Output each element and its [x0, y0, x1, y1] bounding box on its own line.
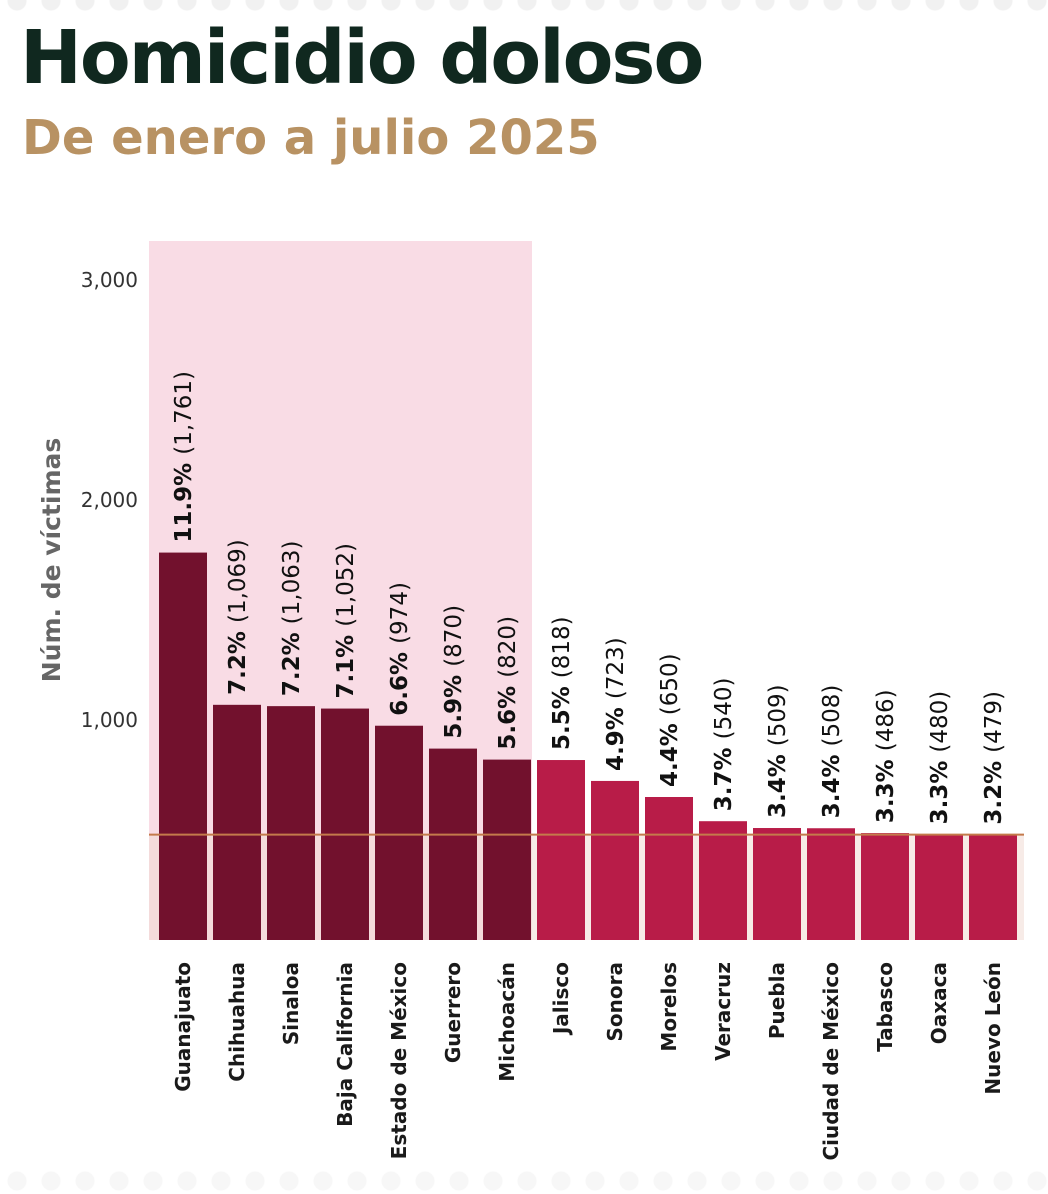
- percent-label: 6.6%: [387, 644, 413, 716]
- y-tick-label: 1,000: [81, 708, 138, 732]
- count-label: (486): [873, 689, 899, 751]
- bar: [861, 833, 909, 940]
- percent-label: 11.9%: [171, 455, 197, 543]
- data-label: 7.1% (1,052): [333, 543, 359, 699]
- percent-label: 7.2%: [279, 624, 305, 696]
- count-label: (818): [549, 616, 575, 678]
- count-label: (509): [765, 684, 791, 746]
- data-label: 7.2% (1,069): [225, 539, 251, 695]
- category-label: Ciudad de México: [819, 962, 843, 1161]
- category-label: Tabasco: [873, 962, 897, 1052]
- percent-label: 3.2%: [981, 753, 1007, 825]
- category-label: Estado de México: [387, 962, 411, 1159]
- bar: [213, 704, 261, 940]
- count-label: (870): [441, 605, 467, 667]
- bar: [267, 706, 315, 940]
- bar: [159, 552, 207, 940]
- percent-label: 4.4%: [657, 715, 683, 787]
- data-label: 3.3% (480): [927, 691, 953, 825]
- count-label: (480): [927, 691, 953, 753]
- bar: [375, 725, 423, 940]
- y-tick: 2,000: [81, 488, 138, 512]
- page-subtitle: De enero a julio 2025: [22, 110, 600, 166]
- category-label: Nuevo León: [981, 962, 1005, 1095]
- percent-label: 3.4%: [765, 746, 791, 818]
- percent-label: 3.7%: [711, 739, 737, 811]
- data-label: 5.6% (820): [495, 616, 521, 750]
- data-label: 4.9% (723): [603, 637, 629, 771]
- category-label: Veracruz: [711, 962, 735, 1061]
- data-label: 5.9% (870): [441, 605, 467, 739]
- count-label: (650): [657, 653, 683, 715]
- bar: [429, 748, 477, 940]
- percent-label: 7.2%: [225, 623, 251, 695]
- bar: [537, 760, 585, 940]
- count-label: (1,063): [279, 541, 305, 625]
- category-label: Jalisco: [549, 962, 573, 1036]
- data-label: 7.2% (1,063): [279, 541, 305, 697]
- count-label: (723): [603, 637, 629, 699]
- bar: [483, 759, 531, 940]
- count-label: (1,761): [171, 371, 197, 455]
- category-label: Oaxaca: [927, 962, 951, 1044]
- data-label: 6.6% (974): [387, 582, 413, 716]
- y-tick: 3,000: [81, 268, 138, 292]
- data-label: 3.3% (486): [873, 689, 899, 823]
- percent-label: 3.3%: [927, 753, 953, 825]
- y-tick: 1,000: [81, 708, 138, 732]
- percent-label: 3.3%: [873, 751, 899, 823]
- bar: [591, 780, 639, 940]
- y-tick-label: 3,000: [81, 268, 138, 292]
- data-label: 11.9% (1,761): [171, 371, 197, 543]
- bar: [969, 834, 1017, 940]
- percent-label: 7.1%: [333, 627, 359, 699]
- count-label: (540): [711, 678, 737, 740]
- bar: [645, 797, 693, 940]
- count-label: (1,069): [225, 539, 251, 623]
- page-title: Homicidio doloso: [20, 15, 704, 101]
- y-tick-label: 2,000: [81, 488, 138, 512]
- data-label: 3.4% (508): [819, 685, 845, 819]
- percent-label: 5.9%: [441, 667, 467, 739]
- bar: [807, 828, 855, 940]
- category-label: Puebla: [765, 962, 789, 1039]
- category-label: Sonora: [603, 962, 627, 1041]
- bar: [753, 828, 801, 940]
- count-label: (479): [981, 691, 1007, 753]
- count-label: (974): [387, 582, 413, 644]
- category-label: Chihuahua: [225, 962, 249, 1082]
- category-label: Baja California: [333, 962, 357, 1127]
- data-label: 5.5% (818): [549, 616, 575, 750]
- count-label: (820): [495, 616, 521, 678]
- data-label: 3.4% (509): [765, 684, 791, 818]
- bar: [699, 821, 747, 940]
- bar: [915, 834, 963, 940]
- count-label: (508): [819, 685, 845, 747]
- percent-label: 3.4%: [819, 746, 845, 818]
- category-label: Michoacán: [495, 962, 519, 1082]
- data-label: 3.7% (540): [711, 678, 737, 812]
- y-axis-label: Núm. de víctimas: [37, 438, 66, 683]
- percent-label: 5.5%: [549, 678, 575, 750]
- percent-label: 4.9%: [603, 699, 629, 771]
- category-label: Sinaloa: [279, 962, 303, 1045]
- category-label: Guanajuato: [171, 962, 195, 1092]
- category-label: Morelos: [657, 962, 681, 1052]
- decorative-dot-pattern-top: [0, 0, 1048, 14]
- count-label: (1,052): [333, 543, 359, 627]
- bar: [321, 708, 369, 940]
- data-label: 3.2% (479): [981, 691, 1007, 825]
- category-label: Guerrero: [441, 962, 465, 1063]
- data-label: 4.4% (650): [657, 653, 683, 787]
- percent-label: 5.6%: [495, 678, 521, 750]
